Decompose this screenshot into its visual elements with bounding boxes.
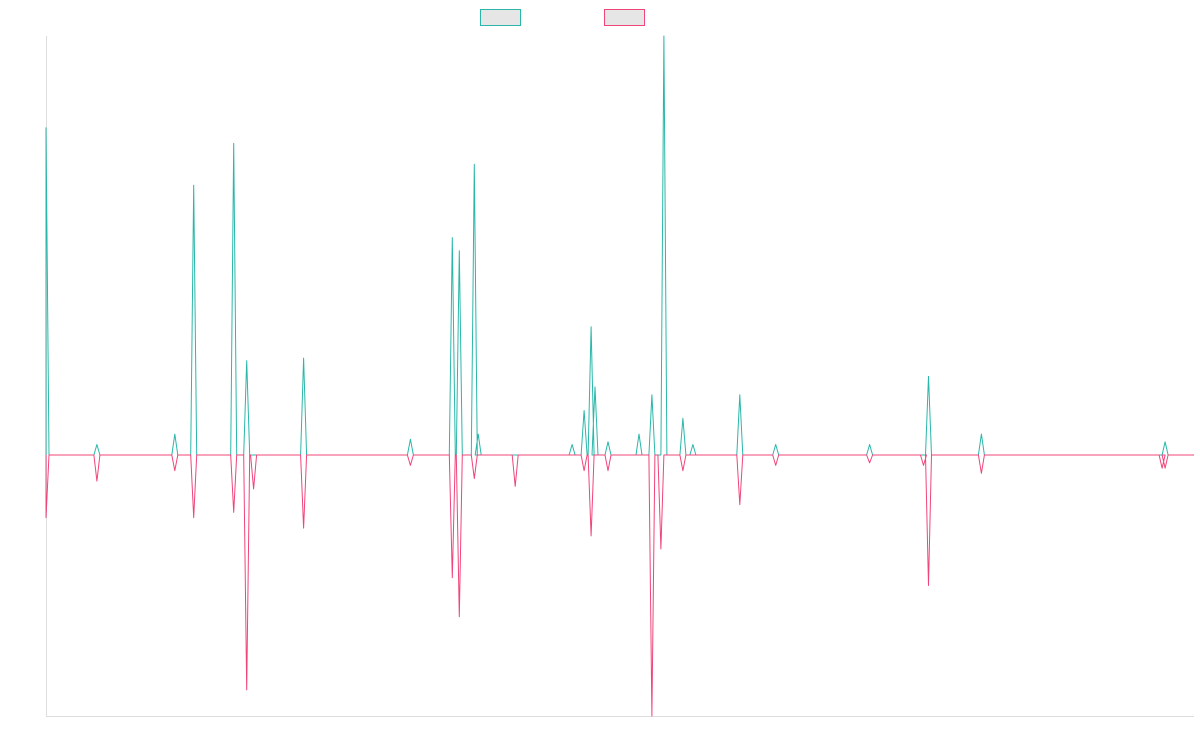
legend-swatch-series-a[interactable] [480, 9, 521, 26]
legend[interactable] [480, 9, 645, 26]
plot-area [45, 35, 1194, 717]
axes [46, 36, 1194, 717]
series-a [45, 35, 1194, 456]
series-line-b[interactable] [45, 454, 1194, 717]
series-line-a[interactable] [45, 35, 1194, 456]
legend-swatch-series-b[interactable] [604, 9, 645, 26]
series-b [45, 454, 1194, 717]
